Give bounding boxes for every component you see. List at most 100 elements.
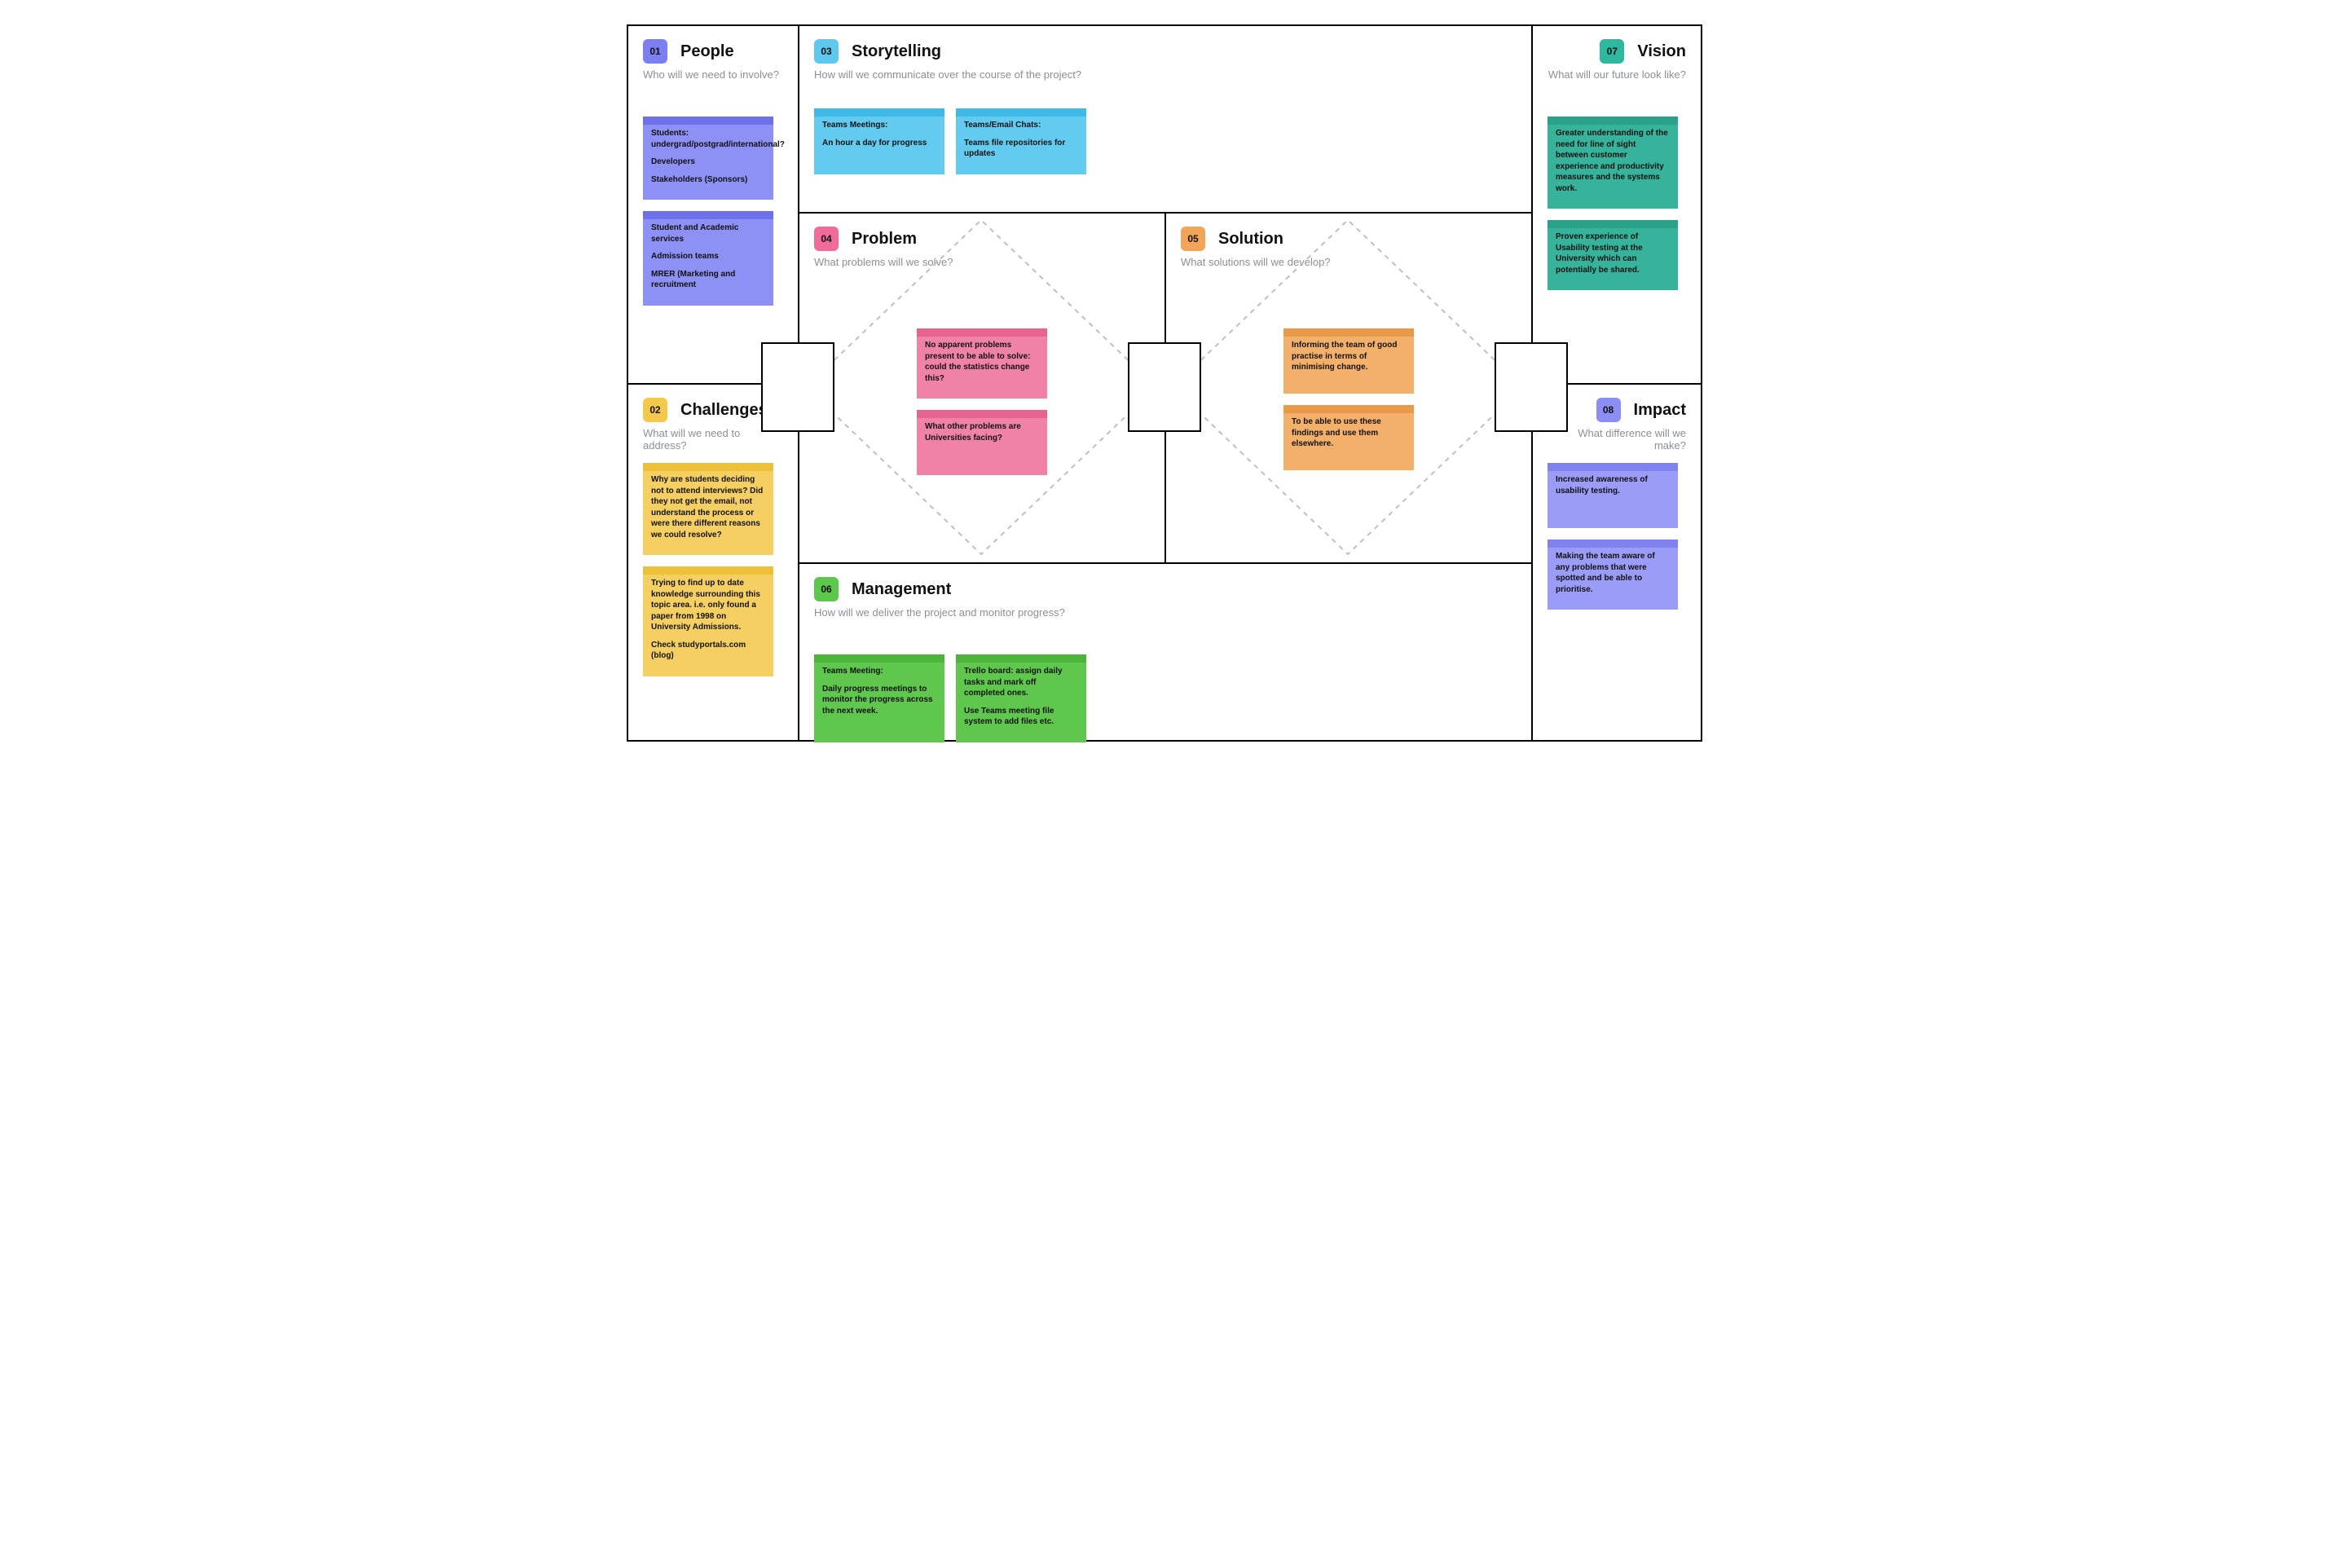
- connector-box: [761, 342, 834, 432]
- sticky-note-text: Developers: [651, 156, 765, 168]
- sticky-note-text: An hour a day for progress: [822, 138, 936, 149]
- sticky-note[interactable]: Proven experience of Usability testing a…: [1548, 220, 1678, 290]
- sticky-note[interactable]: What other problems are Universities fac…: [917, 410, 1047, 475]
- sticky-note-text: Greater understanding of the need for li…: [1556, 128, 1670, 194]
- sticky-note-text: Teams Meetings:: [822, 120, 936, 131]
- sticky-note[interactable]: Why are students deciding not to attend …: [643, 463, 773, 555]
- panel-header: 01 People: [643, 39, 783, 64]
- sticky-note[interactable]: Greater understanding of the need for li…: [1548, 117, 1678, 209]
- sticky-note[interactable]: To be able to use these findings and use…: [1283, 405, 1414, 470]
- sticky-note-bar: [1548, 463, 1678, 471]
- sticky-note[interactable]: Teams/Email Chats: Teams file repositorie…: [956, 108, 1086, 174]
- sticky-note-bar: [917, 328, 1047, 337]
- sticky-note[interactable]: Informing the team of good practise in t…: [1283, 328, 1414, 394]
- sticky-note[interactable]: Students: undergrad/postgrad/internation…: [643, 117, 773, 200]
- sticky-note-bar: [814, 654, 944, 663]
- notes-column: Students: undergrad/postgrad/internation…: [643, 117, 783, 306]
- sticky-note-bar: [1548, 220, 1678, 228]
- sticky-note-text: Teams/Email Chats:: [964, 120, 1078, 131]
- notes-column: Increased awareness of usability testing…: [1548, 463, 1686, 610]
- connector-box: [1495, 342, 1568, 432]
- sticky-note-text: Teams file repositories for updates: [964, 138, 1078, 160]
- panel-solution: 05Solution What solutions will we develop…: [1164, 212, 1533, 564]
- sticky-note-text: Proven experience of Usability testing a…: [1556, 231, 1670, 275]
- sticky-note-text: Student and Academic services: [651, 222, 765, 244]
- sticky-note[interactable]: Student and Academic services Admission t…: [643, 211, 773, 306]
- panel-header: 04 Problem: [814, 227, 1150, 251]
- panel-challenges: 02ChallengesWhat will we need to address…: [627, 383, 799, 742]
- section-number-badge: 03: [814, 39, 839, 64]
- panel-impact: 08 Impact What difference will we make? Inc…: [1531, 383, 1702, 742]
- sticky-note-text: To be able to use these findings and use…: [1292, 416, 1406, 450]
- sticky-note[interactable]: Trying to find up to date knowledge surr…: [643, 566, 773, 676]
- sticky-note-text: Check studyportals.com (blog): [651, 640, 765, 662]
- section-title: Storytelling: [852, 42, 941, 61]
- sticky-note-bar: [1548, 540, 1678, 548]
- section-subtitle: How will we deliver the project and moni…: [814, 606, 1517, 619]
- section-number-badge: 01: [643, 39, 667, 64]
- sticky-note-text: Admission teams: [651, 251, 765, 262]
- section-title: Impact: [1634, 401, 1686, 420]
- section-number-badge: 02: [643, 398, 667, 422]
- panel-header: 08 Impact: [1548, 398, 1686, 422]
- section-subtitle: What solutions will we develop?: [1181, 256, 1517, 268]
- panel-management: 06 Management How will we deliver the proj…: [798, 562, 1533, 742]
- notes-row: Teams Meeting: Daily progress meetings to…: [814, 654, 1517, 742]
- sticky-note-text: Making the team aware of any problems th…: [1556, 551, 1670, 595]
- sticky-note[interactable]: Making the team aware of any problems th…: [1548, 540, 1678, 610]
- sticky-note-bar: [643, 566, 773, 575]
- panel-header: 06 Management: [814, 577, 1517, 601]
- notes-column: Greater understanding of the need for li…: [1548, 117, 1686, 290]
- sticky-note-bar: [1283, 328, 1414, 337]
- notes-column: Informing the team of good practise in t…: [1181, 328, 1517, 470]
- panel-problem: 04 Problem What problems will we solve? No …: [798, 212, 1166, 564]
- sticky-note-text: MRER (Marketing and recruitment: [651, 269, 765, 291]
- section-number-badge: 05: [1181, 227, 1205, 251]
- sticky-note-text: Informing the team of good practise in t…: [1292, 340, 1406, 373]
- panel-vision: 07 Vision What will our future look like? G…: [1531, 24, 1702, 385]
- section-subtitle: What difference will we make?: [1548, 427, 1686, 451]
- section-number-badge: 04: [814, 227, 839, 251]
- notes-column: Why are students deciding not to attend …: [643, 463, 783, 676]
- sticky-note-text: Stakeholders (Sponsors): [651, 174, 765, 186]
- section-title: Management: [852, 580, 951, 599]
- section-title: People: [680, 42, 734, 61]
- sticky-note-bar: [917, 410, 1047, 418]
- sticky-note-bar: [814, 108, 944, 117]
- section-number-badge: 08: [1596, 398, 1621, 422]
- sticky-note-bar: [643, 211, 773, 219]
- section-subtitle: Who will we need to involve?: [643, 68, 783, 81]
- sticky-note-bar: [1283, 405, 1414, 413]
- section-subtitle: What problems will we solve?: [814, 256, 1150, 268]
- panel-header: 07 Vision: [1548, 39, 1686, 64]
- sticky-note[interactable]: Teams Meeting: Daily progress meetings to…: [814, 654, 944, 742]
- sticky-note-text: Daily progress meetings to monitor the p…: [822, 684, 936, 717]
- sticky-note-text: Teams Meeting:: [822, 666, 936, 677]
- sticky-note-text: Use Teams meeting file system to add fil…: [964, 706, 1078, 728]
- panel-storytelling: 03 Storytelling How will we communicate ov…: [798, 24, 1533, 214]
- section-subtitle: What will our future look like?: [1548, 68, 1686, 81]
- sticky-note-bar: [1548, 117, 1678, 125]
- section-title: Challenges: [680, 401, 768, 420]
- sticky-note-text: What other problems are Universities fac…: [925, 421, 1039, 443]
- section-number-badge: 07: [1600, 39, 1624, 64]
- section-title: Problem: [852, 230, 917, 249]
- notes-row: Teams Meetings: An hour a day for progres…: [814, 108, 1517, 174]
- connector-box: [1128, 342, 1201, 432]
- sticky-note-bar: [643, 463, 773, 471]
- section-subtitle: How will we communicate over the course …: [814, 68, 1517, 81]
- section-number-badge: 06: [814, 577, 839, 601]
- section-title: Vision: [1637, 42, 1686, 61]
- sticky-note[interactable]: No apparent problems present to be able …: [917, 328, 1047, 399]
- sticky-note[interactable]: Increased awareness of usability testing…: [1548, 463, 1678, 528]
- panel-header: 05Solution: [1181, 227, 1517, 251]
- sticky-note-bar: [956, 654, 1086, 663]
- sticky-note-bar: [643, 117, 773, 125]
- sticky-note[interactable]: Trello board: assign daily tasks and mar…: [956, 654, 1086, 742]
- sticky-note[interactable]: Teams Meetings: An hour a day for progres…: [814, 108, 944, 174]
- notes-column: No apparent problems present to be able …: [814, 328, 1150, 475]
- sticky-note-text: Why are students deciding not to attend …: [651, 474, 765, 540]
- sticky-note-text: Students: undergrad/postgrad/internation…: [651, 128, 765, 150]
- sticky-note-text: Trying to find up to date knowledge surr…: [651, 578, 765, 633]
- sticky-note-text: Trello board: assign daily tasks and mar…: [964, 666, 1078, 699]
